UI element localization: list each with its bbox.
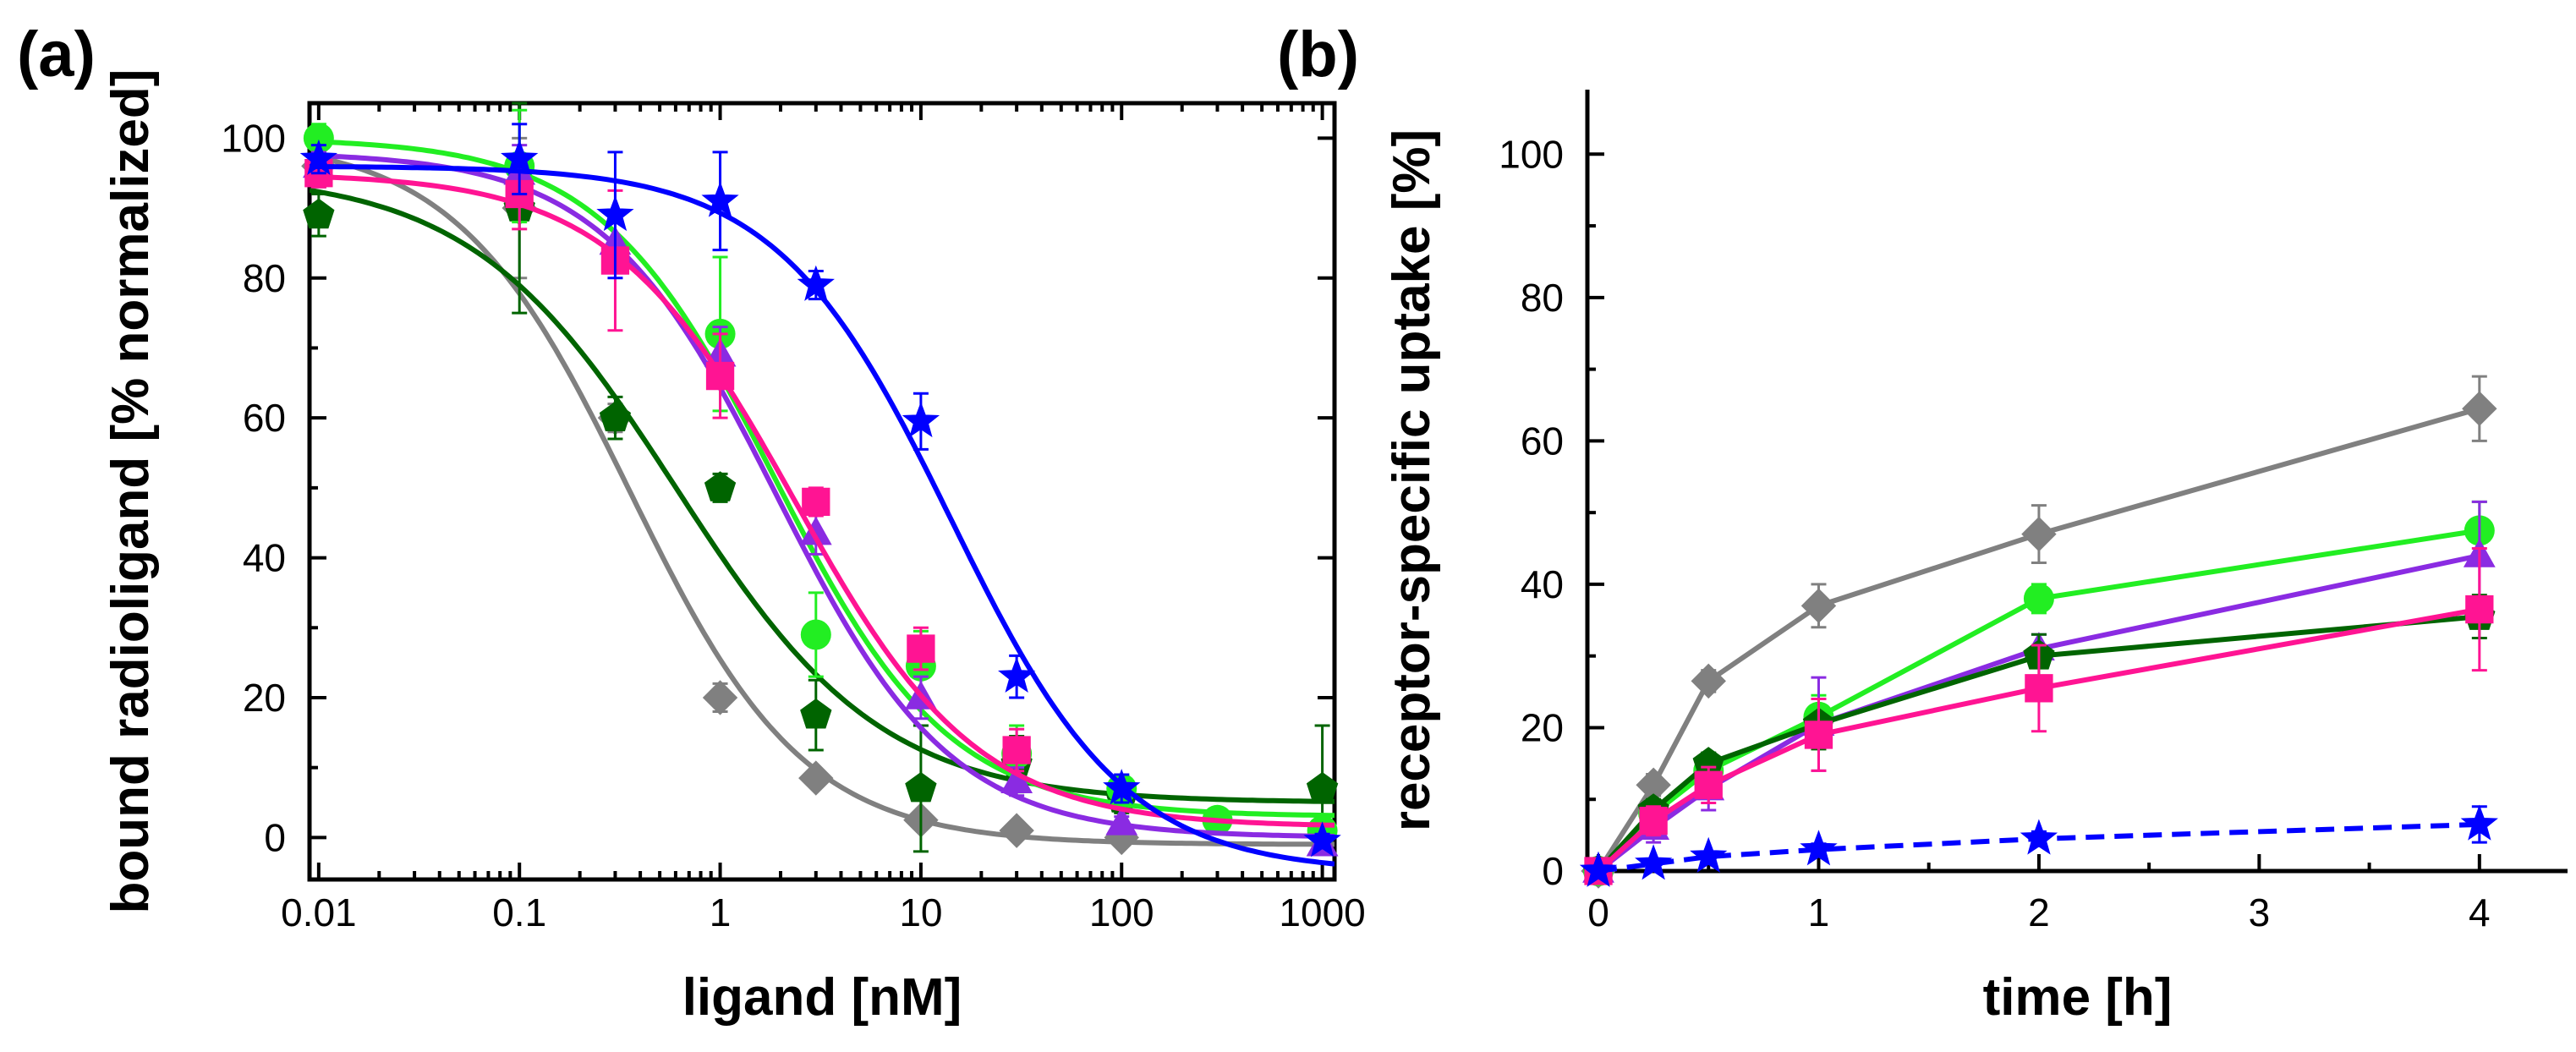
y-tick-label: 40: [1521, 562, 1564, 606]
data-point-dark-green: [599, 401, 632, 431]
data-point-blue: [299, 139, 337, 175]
data-point-blue: [2020, 819, 2058, 855]
data-point-blue: [701, 181, 739, 217]
y-tick-label: 100: [1499, 132, 1564, 176]
data-point-pink: [1639, 807, 1668, 836]
data-point-blue: [1635, 844, 1673, 880]
series-gray: [1581, 375, 2497, 889]
x-tick-label: 4: [2469, 890, 2491, 934]
data-point-purple: [799, 516, 832, 545]
x-tick-label: 100: [1089, 890, 1154, 934]
fit-curve-green: [310, 139, 1335, 819]
x-tick-label: 1: [710, 890, 732, 934]
x-axis-title: ligand [nM]: [682, 968, 962, 1027]
data-point-blue: [501, 139, 539, 175]
data-point-dark-green: [905, 771, 937, 803]
data-point-pink: [1694, 770, 1723, 799]
data-point-pink: [907, 634, 935, 663]
data-point-blue: [1690, 836, 1728, 873]
data-point-pink: [2025, 674, 2053, 703]
panel-label-b: (b): [1277, 19, 1359, 90]
x-tick-label: 0.01: [281, 890, 357, 934]
plot-frame: [307, 101, 1337, 882]
data-point-pink: [2465, 594, 2494, 624]
data-point-dark-green: [704, 471, 737, 501]
series-line-gray: [1596, 406, 2480, 873]
data-point-blue: [797, 265, 835, 301]
data-point-gray: [1800, 588, 1837, 624]
x-tick-label: 0: [1587, 890, 1609, 934]
y-tick-label: 80: [243, 256, 286, 300]
data-point-dark-green: [303, 198, 335, 229]
y-tick-label: 40: [243, 536, 286, 580]
y-tick-label: 60: [243, 396, 286, 440]
data-point-gray: [999, 813, 1034, 848]
x-tick-label: 0.1: [492, 890, 546, 934]
data-point-pink: [1804, 721, 1833, 749]
data-point-gray: [798, 760, 834, 796]
y-tick-label: 20: [1521, 705, 1564, 749]
y-tick-label: 20: [243, 676, 286, 720]
x-tick-label: 3: [2249, 890, 2271, 934]
data-point-dark-green: [800, 698, 832, 729]
data-point-pink: [802, 487, 830, 517]
data-point-green: [2023, 583, 2054, 614]
data-point-blue: [998, 656, 1036, 693]
data-point-pink: [1002, 736, 1031, 764]
y-tick-label: 80: [1521, 276, 1564, 320]
data-point-purple: [1105, 806, 1138, 836]
fit-curve-purple: [310, 152, 1335, 839]
y-tick-label: 100: [221, 116, 286, 160]
y-tick-label: 0: [1542, 849, 1564, 893]
data-point-blue: [1103, 769, 1141, 805]
data-point-blue: [596, 195, 634, 232]
y-tick-label: 60: [1521, 419, 1564, 463]
series-blue: [299, 123, 1341, 867]
data-point-green: [800, 619, 831, 650]
data-point-blue: [2460, 804, 2498, 841]
data-point-blue: [1303, 821, 1341, 857]
x-tick-label: 10: [899, 890, 942, 934]
y-axis-title: receptor-specific uptake [%]: [1383, 129, 1441, 831]
data-point-pink: [705, 361, 735, 391]
data-point-gray: [1691, 663, 1726, 699]
data-point-gray: [2021, 516, 2057, 552]
data-point-blue: [1579, 851, 1618, 887]
y-tick-label: 0: [264, 815, 286, 859]
data-point-gray: [2462, 391, 2497, 426]
x-tick-label: 1: [1808, 890, 1830, 934]
chart-panel-a: (a) 0.01 0.1 1 10 100 1000 0 20 40 60 80 100 ligand …: [17, 19, 1366, 1027]
series-blue: [1579, 804, 2498, 887]
panel-label-a: (a): [17, 19, 96, 90]
x-axis-title: time [h]: [1983, 968, 2173, 1027]
y-axis-title: bound radioligand [% normalized]: [101, 69, 160, 914]
series-dark-green: [303, 101, 1339, 853]
x-tick-label: 1000: [1279, 890, 1365, 934]
x-tick-label: 2: [2028, 890, 2050, 934]
data-point-blue: [1800, 830, 1838, 866]
data-point-blue: [902, 401, 940, 438]
series-green: [303, 108, 1338, 847]
data-point-dark-green: [1306, 771, 1339, 803]
data-point-gray: [702, 680, 738, 715]
